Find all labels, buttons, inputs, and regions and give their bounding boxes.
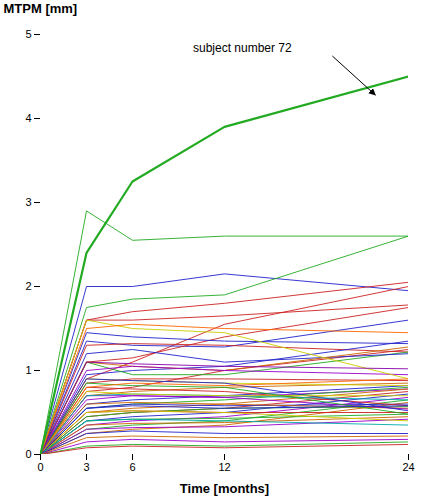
- svg-text:5: 5: [25, 28, 31, 40]
- svg-text:4: 4: [25, 112, 31, 124]
- svg-text:6: 6: [129, 461, 135, 473]
- svg-text:subject number 72: subject number 72: [193, 41, 292, 55]
- svg-text:3: 3: [25, 196, 31, 208]
- svg-text:MTPM [mm]: MTPM [mm]: [4, 1, 78, 16]
- svg-text:0: 0: [25, 448, 31, 460]
- svg-text:Time [months]: Time [months]: [180, 481, 269, 496]
- svg-text:3: 3: [83, 461, 89, 473]
- svg-text:1: 1: [25, 364, 31, 376]
- svg-text:0: 0: [37, 461, 43, 473]
- svg-text:12: 12: [218, 461, 230, 473]
- svg-text:2: 2: [25, 280, 31, 292]
- svg-text:24: 24: [402, 461, 414, 473]
